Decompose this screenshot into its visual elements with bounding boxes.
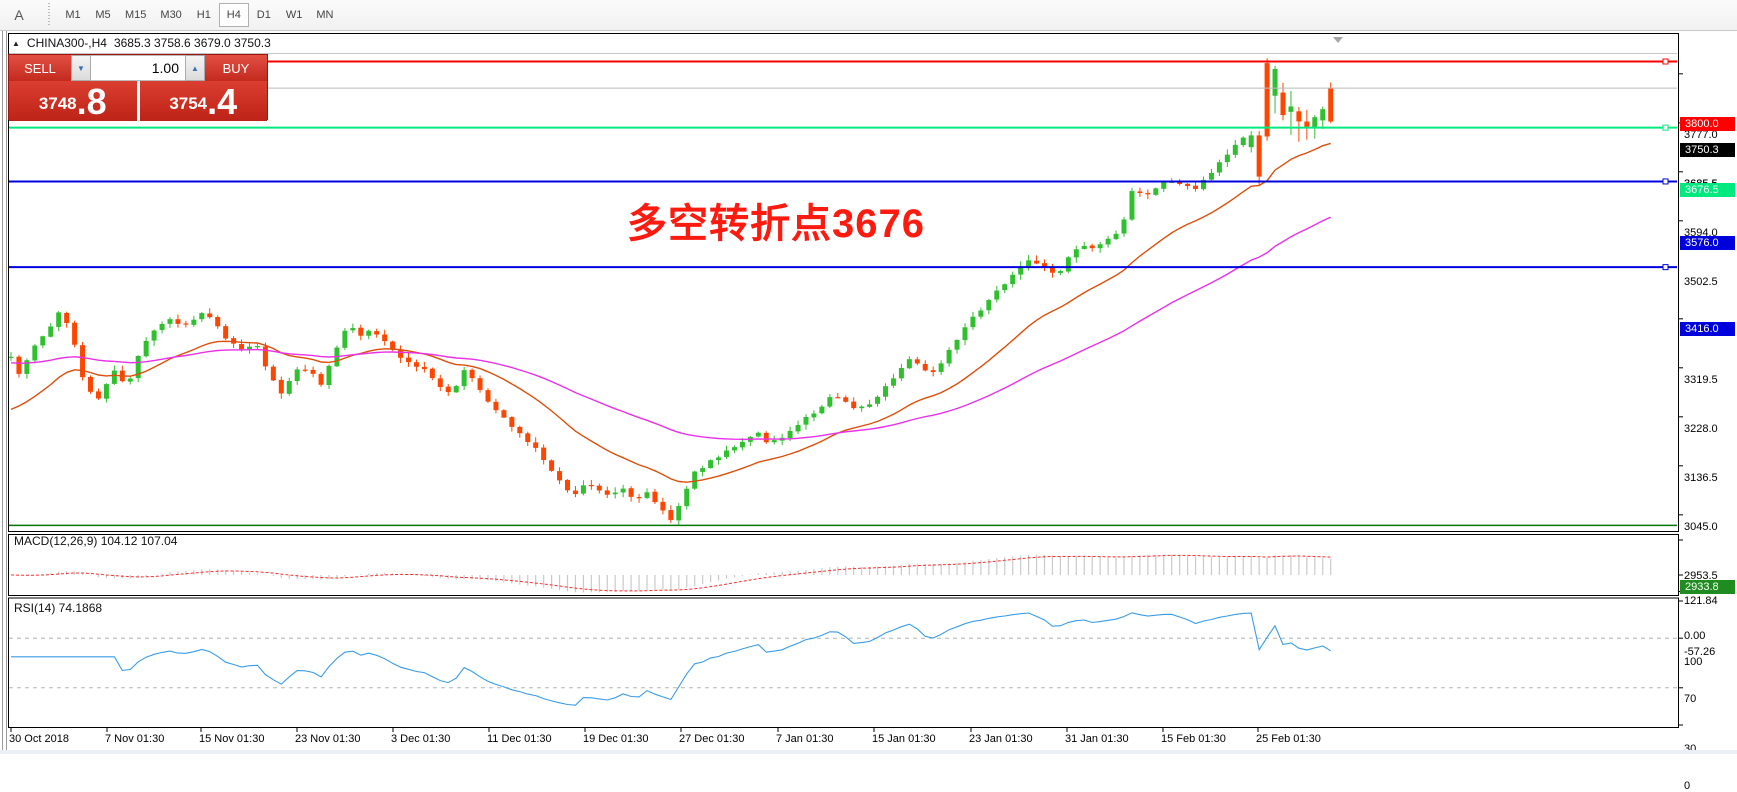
price-tick-label: 3319.5: [1684, 373, 1718, 386]
window-left-edge: [2, 31, 3, 750]
chart-text-annotation: 多空转折点3676: [627, 202, 925, 246]
price-level-badge-3750.3: 3750.3: [1680, 143, 1735, 158]
time-axis-label: 30 Oct 2018: [9, 733, 69, 745]
time-axis-label: 19 Dec 01:30: [583, 733, 649, 745]
price-tick-label: 2953.5: [1684, 569, 1718, 582]
price-level-badge-3416.0: 3416.0: [1680, 322, 1735, 337]
text-label-icon[interactable]: A: [14, 7, 24, 23]
macd-tick-label: 121.84: [1684, 594, 1718, 607]
price-tick-label: 3045.0: [1684, 520, 1718, 533]
rsi-tick-label: 100: [1684, 656, 1703, 668]
macd-tick-label: -57.26: [1684, 646, 1716, 659]
time-axis-label: 15 Feb 01:30: [1161, 733, 1226, 745]
sell-price-main: 3748: [38, 94, 77, 113]
timeframe-button-mn[interactable]: MN: [316, 9, 334, 21]
timeframe-buttons-group: M1 M5 M15 M30 H1 H4 D1 W1 MN: [58, 3, 340, 27]
one-click-trading-panel: SELL ▼ ▲ BUY 3748.8 3754.4: [8, 54, 268, 122]
price-level-badge-3576.0: 3576.0: [1680, 236, 1735, 251]
macd-tick-label: 0.00: [1684, 630, 1706, 642]
price-tick-label: 3228.0: [1684, 422, 1718, 435]
chart-plot-area[interactable]: [8, 33, 1678, 731]
price-level-badge-2933.8: 2933.8: [1680, 580, 1735, 595]
rsi-indicator-label: RSI(14) 74.1868: [14, 601, 103, 615]
timeframe-button-h1[interactable]: H1: [196, 9, 211, 21]
sell-price-frac: .8: [76, 81, 107, 122]
time-axis-label: 3 Dec 01:30: [391, 733, 451, 745]
buy-price-main: 3754: [169, 94, 208, 113]
time-axis-label: 15 Jan 01:30: [872, 733, 936, 745]
price-tick-label: 3777.0: [1684, 128, 1718, 141]
volume-input[interactable]: [91, 55, 185, 81]
buy-price-frac: .4: [207, 81, 238, 122]
volume-decrease-button[interactable]: ▼: [71, 55, 91, 81]
timeframe-button-m1[interactable]: M1: [65, 9, 81, 21]
window-left-edge-inner: [6, 31, 7, 750]
time-axis-label: 7 Nov 01:30: [105, 733, 165, 745]
timeframe-button-w1[interactable]: W1: [285, 9, 303, 21]
timeframe-button-h4[interactable]: H4: [218, 3, 249, 27]
time-axis-label: 7 Jan 01:30: [776, 733, 834, 745]
timeframe-button-d1[interactable]: D1: [256, 9, 271, 21]
time-axis-label: 11 Dec 01:30: [487, 733, 552, 745]
chart-window: ▲ CHINA300-,H4 3685.3 3758.6 3679.0 3750…: [0, 31, 1737, 792]
timeframe-button-m5[interactable]: M5: [95, 9, 111, 21]
time-axis-label: 31 Jan 01:30: [1065, 733, 1129, 745]
price-level-badge-3676.5: 3676.5: [1680, 182, 1735, 197]
volume-increase-button[interactable]: ▲: [185, 55, 205, 81]
time-axis-label: 23 Jan 01:30: [969, 733, 1033, 745]
time-axis-label: 15 Nov 01:30: [199, 733, 265, 745]
price-tick-label: 3502.5: [1684, 275, 1718, 288]
toolbar-separator: [46, 3, 52, 27]
timeframe-button-m15[interactable]: M15: [125, 9, 147, 21]
macd-indicator-label: MACD(12,26,9) 104.12 107.04: [14, 534, 178, 548]
price-tick-label: 3594.0: [1684, 226, 1718, 239]
window-bottom-strip: [0, 750, 1737, 754]
buy-button[interactable]: BUY: [205, 55, 267, 81]
buy-price-display[interactable]: 3754.4: [139, 81, 267, 122]
rsi-tick-label: 70: [1684, 693, 1697, 706]
rsi-tick-label: 0: [1684, 780, 1691, 792]
time-axis-label: 25 Feb 01:30: [1256, 733, 1321, 745]
timeframe-button-m30[interactable]: M30: [160, 9, 182, 21]
time-axis-label: 23 Nov 01:30: [295, 733, 361, 745]
price-tick-label: 3136.5: [1684, 471, 1718, 484]
sell-price-display[interactable]: 3748.8: [9, 81, 137, 121]
sell-button[interactable]: SELL: [9, 55, 71, 81]
price-level-badge-3800.0: 3800.0: [1680, 116, 1735, 131]
time-axis-label: 27 Dec 01:30: [679, 733, 745, 745]
